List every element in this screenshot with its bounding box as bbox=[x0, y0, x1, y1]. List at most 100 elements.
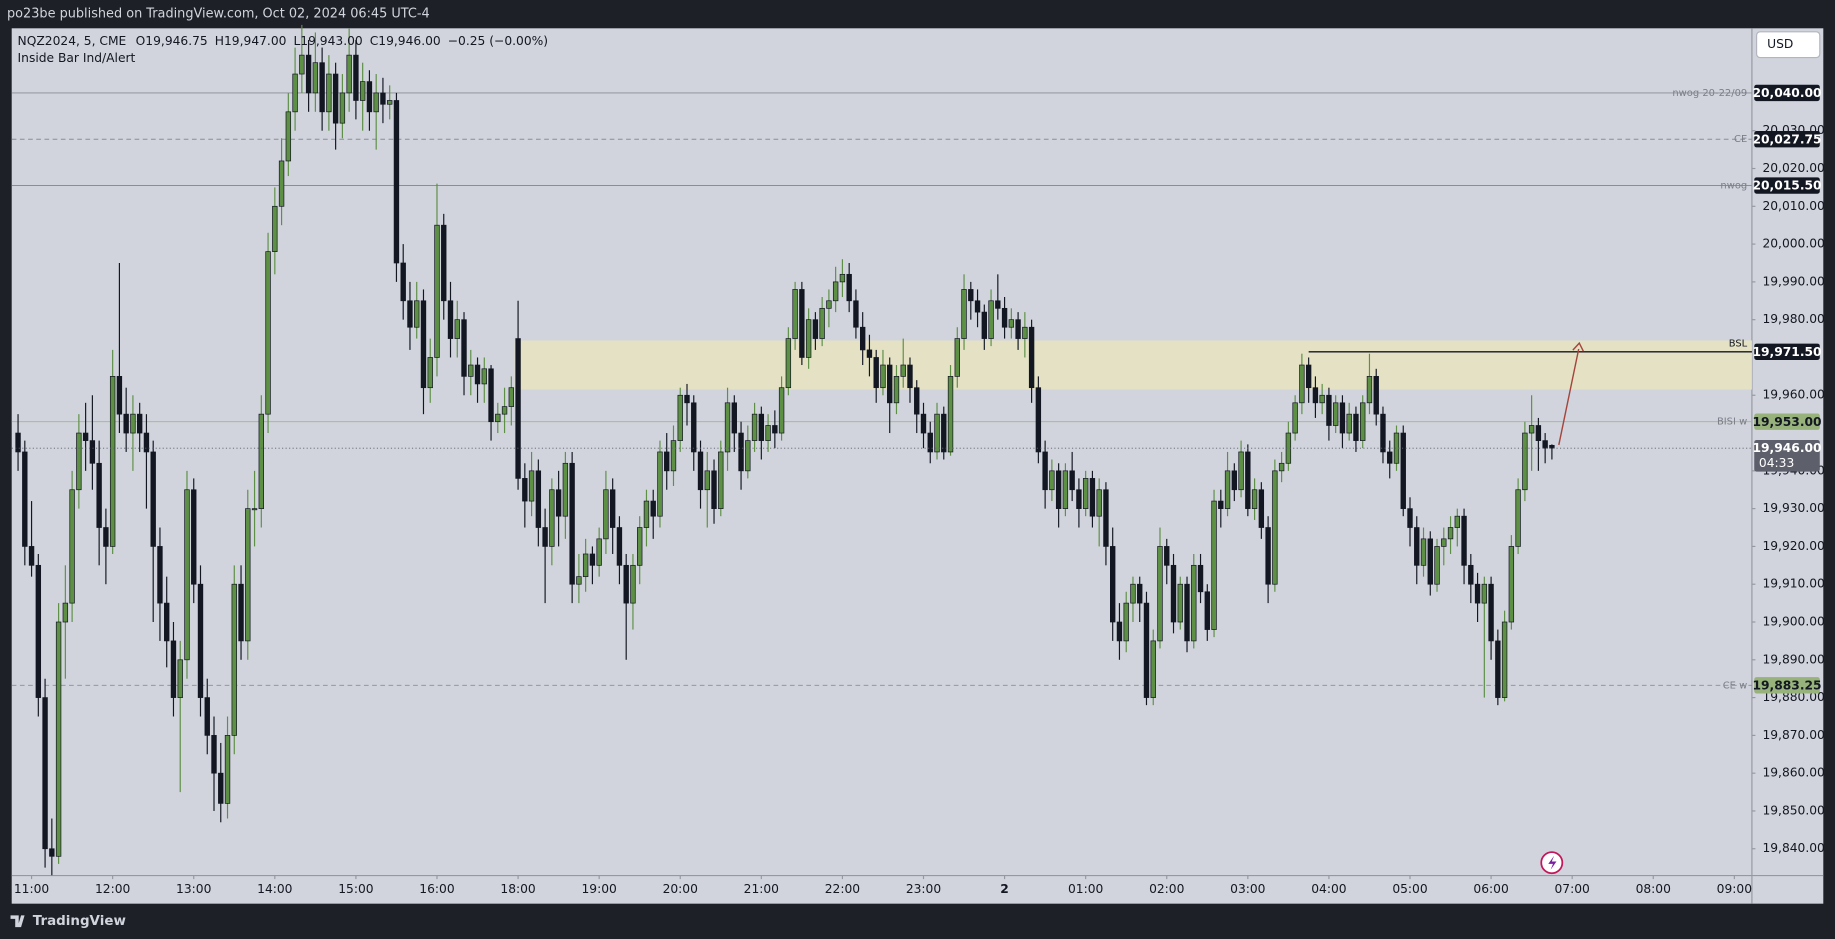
candle-body bbox=[1393, 432, 1400, 464]
x-tick-label: 20:00 bbox=[663, 882, 698, 896]
x-tick-label: 13:00 bbox=[176, 882, 211, 896]
x-tick-label: 11:00 bbox=[14, 882, 49, 896]
candle-body bbox=[184, 489, 190, 661]
level-badge-label: 19,971.50 bbox=[1752, 345, 1821, 359]
level-label: BISI w bbox=[1717, 417, 1747, 428]
candle-body bbox=[353, 54, 359, 101]
candle-body bbox=[887, 364, 893, 404]
candle-body bbox=[812, 319, 819, 339]
candle-body bbox=[535, 470, 542, 528]
candle-body bbox=[515, 338, 521, 479]
candle-body bbox=[643, 500, 650, 528]
candle-body bbox=[1522, 432, 1528, 491]
candle-body bbox=[697, 451, 704, 491]
x-tick-label: 07:00 bbox=[1554, 882, 1589, 896]
x-tick-label: 02:00 bbox=[1149, 882, 1184, 896]
candle-body bbox=[1170, 564, 1177, 623]
candle-body bbox=[974, 300, 981, 313]
candle-body bbox=[164, 602, 170, 642]
x-tick-label: 23:00 bbox=[906, 882, 941, 896]
x-tick-label: 06:00 bbox=[1473, 882, 1508, 896]
candle-body bbox=[346, 54, 352, 94]
brand-name: TradingView bbox=[33, 914, 126, 929]
x-tick-label: 22:00 bbox=[825, 882, 860, 896]
y-tick-label: 19,920.00 bbox=[1762, 539, 1824, 553]
candle-body bbox=[778, 387, 785, 434]
candle-body bbox=[55, 621, 62, 857]
candle-body bbox=[420, 300, 427, 389]
y-tick-label: 19,990.00 bbox=[1762, 274, 1824, 288]
ohlc-high: H19,947.00 bbox=[215, 34, 287, 48]
candle-body bbox=[1366, 376, 1373, 404]
candle-body bbox=[1461, 515, 1467, 566]
candle-body bbox=[954, 338, 960, 377]
brand-logo bbox=[10, 915, 25, 928]
brand: TradingView bbox=[10, 914, 126, 929]
candle-body bbox=[15, 432, 21, 453]
candle-body bbox=[211, 735, 217, 774]
candle-body bbox=[853, 300, 859, 328]
level-badge-label: 19,953.00 bbox=[1752, 415, 1821, 429]
candle-body bbox=[1292, 402, 1298, 434]
candle-body bbox=[1042, 451, 1048, 491]
candle-body bbox=[1272, 470, 1278, 585]
candle-body bbox=[407, 300, 413, 328]
candle-body bbox=[947, 376, 954, 453]
candle-body bbox=[116, 376, 123, 415]
candle-body bbox=[130, 413, 136, 434]
y-tick-label: 19,870.00 bbox=[1762, 728, 1824, 742]
candle-body bbox=[1157, 546, 1163, 642]
price-badges: 20,040.00 20,027.75 20,015.50 19,971.50 19,9… bbox=[1752, 84, 1822, 694]
candle-body bbox=[231, 583, 237, 736]
candle-body bbox=[1177, 583, 1183, 623]
candle-body bbox=[522, 478, 528, 502]
candle-body bbox=[1549, 444, 1555, 449]
candle-body bbox=[549, 489, 555, 547]
candle-body bbox=[359, 81, 366, 101]
candle-body bbox=[1339, 402, 1346, 434]
candle-body bbox=[616, 527, 623, 566]
candle-body bbox=[143, 432, 150, 453]
candle-body bbox=[339, 92, 346, 124]
candle-body bbox=[1231, 470, 1238, 491]
candle-body bbox=[1103, 489, 1109, 547]
candle-body bbox=[1197, 564, 1204, 593]
candle-body bbox=[251, 508, 258, 511]
candle-body bbox=[305, 54, 312, 94]
candle-body bbox=[691, 402, 697, 453]
last-price-label: 19,946.00 bbox=[1752, 441, 1821, 455]
candle-body bbox=[1542, 440, 1548, 449]
y-tick-label: 19,960.00 bbox=[1762, 388, 1824, 402]
candle-body bbox=[542, 527, 548, 547]
candle-body bbox=[204, 697, 210, 736]
candle-body bbox=[772, 425, 778, 434]
candle-body bbox=[934, 413, 940, 453]
ohlc-open: O19,946.75 bbox=[136, 34, 208, 48]
candle-body bbox=[1420, 538, 1427, 566]
candle-body bbox=[718, 451, 724, 509]
candle-body bbox=[1028, 326, 1035, 389]
symbol-name: NQZ2024, 5, CME bbox=[18, 34, 127, 48]
level-badge bbox=[1754, 413, 1820, 430]
candle-body bbox=[366, 81, 373, 113]
y-tick-label: 19,850.00 bbox=[1762, 803, 1824, 817]
x-tick-label: 03:00 bbox=[1230, 882, 1265, 896]
candle-body bbox=[1035, 387, 1042, 453]
candle-body bbox=[637, 527, 643, 566]
currency-button[interactable] bbox=[1756, 31, 1821, 59]
candle-body bbox=[285, 111, 292, 162]
candle-body bbox=[245, 508, 251, 642]
candle-body bbox=[400, 262, 406, 302]
legend: NQZ2024, 5, CME O19,946.75 H19,947.00 L19,9… bbox=[18, 34, 549, 66]
candle-body bbox=[326, 73, 332, 113]
candle-body bbox=[224, 735, 231, 804]
candle-body bbox=[603, 489, 609, 540]
candle-body bbox=[386, 100, 393, 105]
candle-body bbox=[799, 289, 805, 358]
x-tick-label: 14:00 bbox=[257, 882, 292, 896]
candle-body bbox=[42, 697, 48, 850]
candle-body bbox=[96, 462, 102, 528]
candle-body bbox=[1495, 640, 1501, 698]
